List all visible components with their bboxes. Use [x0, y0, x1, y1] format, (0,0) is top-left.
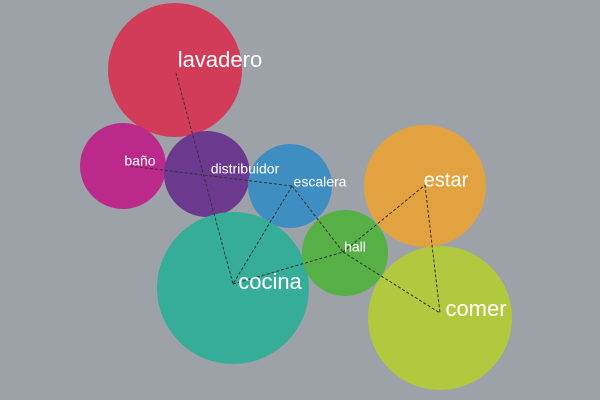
room-circles [80, 3, 512, 390]
room-connections [129, 72, 441, 314]
room-label-escalera: escalera [294, 174, 347, 190]
connection-escalera-cocina [232, 185, 293, 285]
room-circle-comer [368, 246, 512, 390]
connection-cocina-hall [232, 251, 344, 285]
room-label-cocina: cocina [238, 269, 302, 294]
room-circle-lavadero [108, 3, 242, 137]
connection-bano-escalera [129, 165, 293, 187]
room-label-lavadero: lavadero [178, 47, 262, 72]
room-label-distribuidor: distribuidor [211, 161, 280, 177]
room-circle-cocina [157, 212, 309, 364]
connection-escalera-hall [291, 185, 344, 253]
connection-hall-estar [342, 184, 426, 253]
connection-estar-comer [424, 184, 441, 314]
room-label-estar: estar [424, 169, 469, 191]
room-label-bano: baño [124, 153, 155, 169]
room-labels: lavadero baño distribuidor escalera cocina ha… [124, 47, 506, 321]
room-circle-bano [80, 123, 166, 209]
connection-hall-comer [342, 251, 441, 314]
connection-lavadero-cocina [175, 72, 234, 285]
room-circle-distribuidor [164, 131, 250, 217]
room-label-hall: hall [344, 239, 366, 255]
room-label-comer: comer [445, 296, 506, 321]
